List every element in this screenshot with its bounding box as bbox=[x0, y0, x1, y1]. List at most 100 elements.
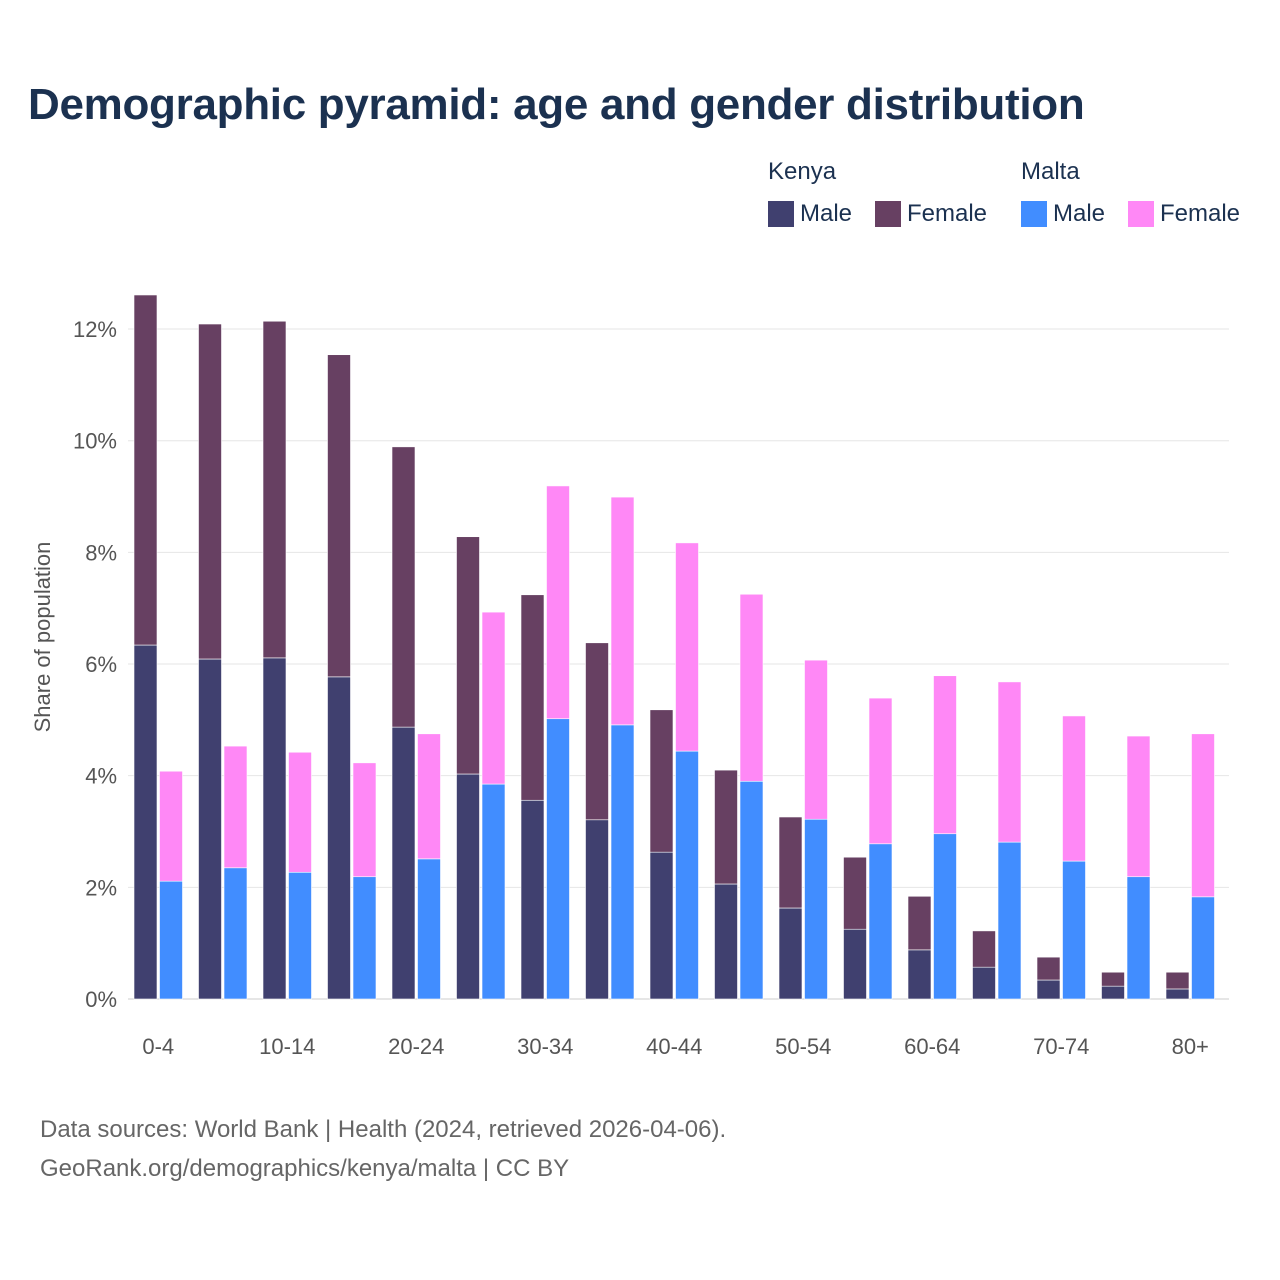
legend-group-kenya: Kenya bbox=[768, 158, 837, 185]
bar-kenya-female bbox=[843, 856, 867, 930]
legend-item-malta-male[interactable]: Male bbox=[1021, 200, 1105, 228]
bar-malta-female bbox=[352, 762, 377, 878]
bar-malta-male bbox=[546, 718, 570, 1000]
bar-kenya-female bbox=[907, 895, 932, 951]
bar-malta-female bbox=[546, 485, 570, 720]
bar-malta-female bbox=[288, 751, 312, 873]
legend-label: Male bbox=[1053, 200, 1106, 227]
bar-kenya-male bbox=[778, 907, 803, 1000]
footer-source: Data sources: World Bank | Health (2024,… bbox=[40, 1116, 727, 1143]
bar-malta-male bbox=[1191, 896, 1215, 1000]
y-tick-label: 12% bbox=[73, 317, 117, 342]
bar-malta-male bbox=[352, 876, 377, 1000]
bar-kenya-female bbox=[391, 446, 416, 728]
bar-kenya-male bbox=[1165, 988, 1190, 1000]
bar-malta-female bbox=[610, 496, 635, 726]
legend-swatch bbox=[1128, 201, 1154, 227]
bar-kenya-male bbox=[585, 819, 609, 1000]
bar-malta-male bbox=[610, 724, 635, 1000]
y-tick-label: 6% bbox=[85, 652, 117, 677]
bar-malta-female bbox=[417, 733, 441, 860]
bar-malta-male bbox=[868, 843, 893, 1000]
legend-item-kenya-female[interactable]: Female bbox=[875, 200, 987, 228]
bar-kenya-female bbox=[456, 536, 480, 775]
bar-kenya-female bbox=[262, 320, 287, 659]
bar-malta-male bbox=[159, 880, 183, 1000]
bar-malta-female bbox=[997, 681, 1022, 843]
bar-malta-female bbox=[1191, 733, 1215, 898]
bar-kenya-male bbox=[1101, 985, 1125, 1000]
bar-malta-female bbox=[223, 745, 248, 869]
bar-malta-female bbox=[675, 542, 699, 752]
bar-malta-male bbox=[417, 858, 441, 1000]
bar-kenya-male bbox=[972, 966, 996, 1000]
legend-label: Female bbox=[907, 200, 988, 227]
bar-malta-female bbox=[159, 770, 183, 882]
y-tick-label: 2% bbox=[85, 875, 117, 900]
bar-kenya-male bbox=[198, 658, 222, 1000]
bar-malta-male bbox=[481, 783, 506, 1000]
bar-malta-male bbox=[288, 871, 312, 1000]
y-axis-label: Share of population bbox=[30, 542, 55, 733]
x-tick-label: 80+ bbox=[1172, 1034, 1209, 1059]
legend-item-kenya-male[interactable]: Male bbox=[768, 200, 852, 228]
legend-swatch bbox=[875, 201, 901, 227]
bar-malta-male bbox=[739, 780, 764, 1000]
bar-kenya-male bbox=[907, 949, 932, 1000]
x-tick-label: 20-24 bbox=[388, 1034, 444, 1059]
bar-malta-male bbox=[997, 841, 1022, 1000]
x-tick-label: 30-34 bbox=[517, 1034, 573, 1059]
bar-malta-male bbox=[1062, 860, 1086, 1000]
bar-kenya-female bbox=[585, 642, 609, 821]
bar-malta-female bbox=[481, 611, 506, 785]
bar-kenya-female bbox=[1036, 956, 1061, 981]
bar-kenya-male bbox=[262, 657, 287, 1000]
bar-malta-female bbox=[868, 697, 893, 845]
bar-malta-male bbox=[675, 750, 699, 1000]
bar-malta-female bbox=[933, 675, 957, 835]
x-tick-label: 50-54 bbox=[775, 1034, 831, 1059]
bar-kenya-male bbox=[843, 928, 867, 1000]
bar-kenya-female bbox=[1165, 971, 1190, 990]
x-tick-label: 10-14 bbox=[259, 1034, 315, 1059]
bar-kenya-female bbox=[714, 769, 738, 885]
bar-malta-male bbox=[1126, 876, 1151, 1000]
x-tick-label: 60-64 bbox=[904, 1034, 960, 1059]
bar-kenya-female bbox=[972, 930, 996, 968]
y-tick-label: 0% bbox=[85, 987, 117, 1012]
legend-item-malta-female[interactable]: Female bbox=[1128, 200, 1240, 228]
legend-group-malta: Malta bbox=[1021, 158, 1080, 185]
bar-kenya-female bbox=[1101, 971, 1125, 987]
legend-swatch bbox=[768, 201, 794, 227]
y-tick-label: 8% bbox=[85, 540, 117, 565]
y-tick-label: 4% bbox=[85, 764, 117, 789]
bar-malta-male bbox=[933, 833, 957, 1000]
bar-malta-female bbox=[1062, 715, 1086, 862]
y-tick-label: 10% bbox=[73, 429, 117, 454]
bar-malta-female bbox=[739, 593, 764, 782]
bar-malta-male bbox=[804, 818, 828, 1000]
bar-kenya-male bbox=[456, 773, 480, 1000]
bar-kenya-female bbox=[520, 594, 545, 801]
x-tick-label: 0-4 bbox=[142, 1034, 174, 1059]
bar-malta-male bbox=[223, 867, 248, 1000]
chart-title: Demographic pyramid: age and gender dist… bbox=[28, 80, 1085, 129]
bar-kenya-female bbox=[327, 354, 351, 678]
bar-kenya-male bbox=[1036, 979, 1061, 1000]
footer-url[interactable]: GeoRank.org/demographics/kenya/malta | C… bbox=[40, 1155, 570, 1182]
bar-kenya-male bbox=[649, 851, 674, 1000]
bar-kenya-male bbox=[391, 726, 416, 1000]
bar-kenya-male bbox=[133, 644, 158, 1000]
x-tick-label: 70-74 bbox=[1033, 1034, 1089, 1059]
legend-swatch bbox=[1021, 201, 1047, 227]
bar-kenya-male bbox=[520, 799, 545, 1000]
bar-kenya-female bbox=[198, 323, 222, 660]
bar-kenya-male bbox=[714, 883, 738, 1000]
bar-malta-female bbox=[1126, 735, 1151, 878]
bar-kenya-male bbox=[327, 676, 351, 1000]
legend-label: Female bbox=[1160, 200, 1241, 227]
legend-label: Male bbox=[800, 200, 853, 227]
x-tick-label: 40-44 bbox=[646, 1034, 702, 1059]
